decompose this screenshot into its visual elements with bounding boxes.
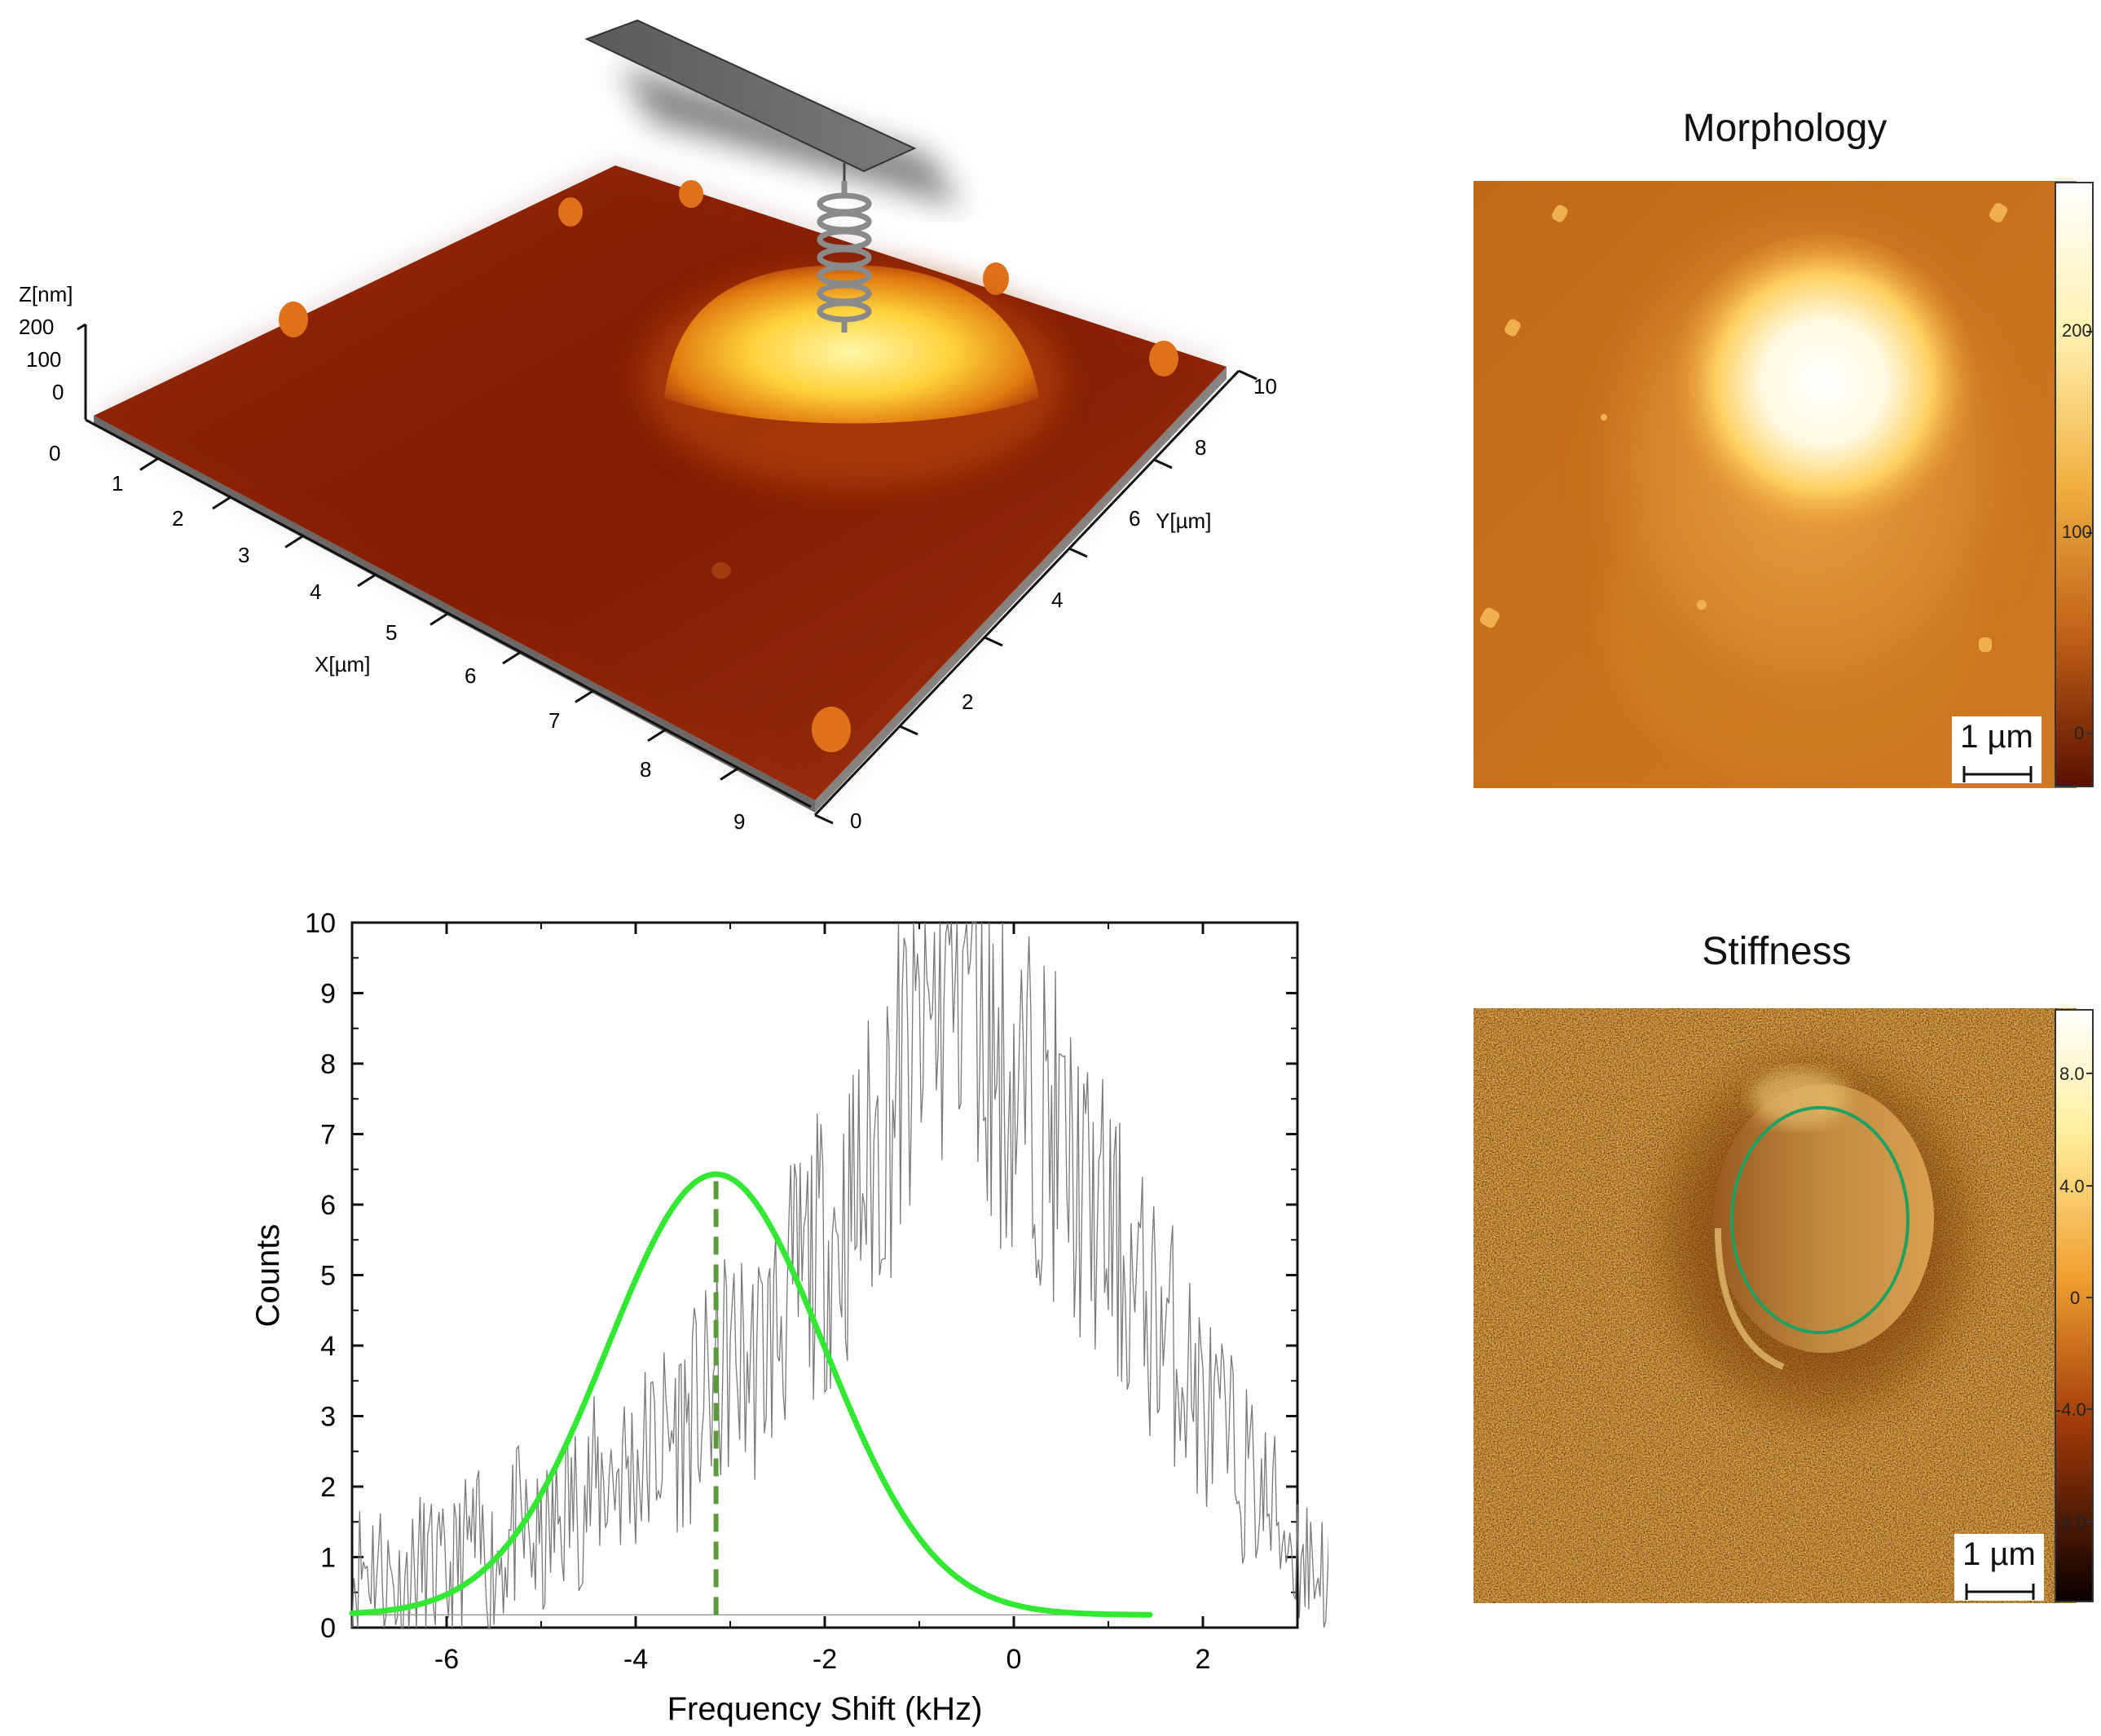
- z-tick-0: 0: [52, 380, 64, 404]
- z-tick-200: 200: [19, 315, 54, 339]
- spring-icon: [817, 181, 872, 333]
- x-tick-label: 2: [1196, 1644, 1211, 1675]
- y-tick-10: 10: [1253, 374, 1277, 399]
- y-axis-label: Y[µm]: [1156, 509, 1211, 533]
- morph-cb-tick-100: 100: [2062, 522, 2092, 542]
- y-tick-label: 1: [320, 1543, 336, 1574]
- x-ticks: -6 -4 -2 0 2: [351, 923, 1298, 1675]
- y-tick-mark: [1238, 369, 1258, 381]
- y-tick-4: 4: [1051, 588, 1063, 612]
- y-tick-label: 2: [320, 1472, 336, 1503]
- surface-particles: [279, 180, 1178, 752]
- x-tick-mark: [139, 457, 159, 471]
- y-tick-labels: 0 2 4 6 8 10: [850, 374, 1277, 833]
- stiff-cb-tick-m4: -4.0: [2055, 1399, 2086, 1420]
- stiff-cb-tick-0: 0: [2070, 1288, 2081, 1308]
- y-tick-mark: [899, 725, 918, 736]
- y-tick-label: 8: [320, 1049, 336, 1080]
- stiffness-ellipse-marker: [1730, 1106, 1909, 1334]
- x-tick-7: 7: [548, 708, 560, 733]
- x-tick-2: 2: [172, 506, 183, 531]
- stiff-cb-tick-m8: -8.0: [2055, 1512, 2086, 1532]
- chart-ylabel: Counts: [250, 1224, 286, 1328]
- gaussian-fit-curve: [349, 1171, 1153, 1618]
- stiffness-image: [1473, 1008, 2077, 1603]
- x-tick-labels: 1 2 3 4 5 6 7 8 9: [112, 471, 745, 834]
- x-tick-mark: [575, 690, 594, 703]
- frequency-shift-chart: 0 1 2 3 4 5 6 7 8 9 10 -6 -4 -2 0 2 Frequency Shift (k…: [250, 908, 1328, 1727]
- y-tick-6: 6: [1129, 506, 1140, 531]
- y-tick-mark: [1153, 458, 1173, 469]
- x-tick-9: 9: [733, 809, 745, 834]
- y-tick-label: 7: [320, 1120, 336, 1151]
- x-tick-label: 0: [1006, 1644, 1022, 1675]
- x-tick-mark: [720, 767, 739, 781]
- gaussian-fit-series: [349, 1171, 1153, 1618]
- x-tick-mark: [357, 573, 377, 588]
- stiffness-title: Stiffness: [1702, 930, 1852, 973]
- y-tick-0: 0: [850, 809, 861, 833]
- y-tick-label: 4: [320, 1331, 336, 1362]
- surface-side-right: [815, 367, 1227, 813]
- x-tick-6: 6: [465, 663, 476, 688]
- z-base-tick: 0: [49, 441, 60, 465]
- surface-3d-view: Z[nm] 200 100 0 0 1 2 3 4 5 6 7 8 9 X[µm…: [19, 19, 1277, 834]
- y-tick-8: 8: [1195, 435, 1206, 460]
- cantilever: [584, 19, 917, 173]
- x-tick-8: 8: [640, 757, 651, 782]
- morphology-colorbar: [2055, 182, 2094, 787]
- morph-cb-tick-0: 0: [2074, 723, 2085, 743]
- stiffness-cell: [1714, 1084, 1934, 1353]
- y-tick-mark: [814, 813, 834, 825]
- morphology-title: Morphology: [1682, 107, 1887, 150]
- morphology-dome: [1669, 234, 1979, 544]
- x-tick-marks: [139, 457, 739, 781]
- y-ticks: 0 1 2 3 4 5 6 7 8 9 10: [305, 908, 1297, 1644]
- stiffness-colorbar: [2055, 1009, 2094, 1602]
- x-tick-mark: [284, 535, 304, 549]
- y-tick-marks: [814, 369, 1258, 825]
- z-tick-100: 100: [26, 347, 61, 372]
- morph-cb-tick-200: 200: [2062, 320, 2092, 341]
- y-tick-mark: [1068, 547, 1088, 558]
- morphology-image: [1473, 181, 2077, 788]
- x-tick-mark: [212, 496, 231, 510]
- y-tick-label: 5: [320, 1261, 336, 1292]
- x-tick-3: 3: [238, 543, 249, 567]
- surface-dome: [664, 265, 1039, 424]
- stiffness-scalebar-label: 1 µm: [1962, 1536, 2036, 1572]
- x-tick-label: -4: [623, 1644, 648, 1675]
- y-tick-2: 2: [962, 690, 973, 714]
- morphology-scalebar-label: 1 µm: [1960, 719, 2033, 755]
- y-tick-mark: [984, 636, 1003, 647]
- y-tick-label: 3: [320, 1402, 336, 1433]
- y-tick-label: 6: [320, 1190, 336, 1221]
- stiff-cb-tick-4: 4.0: [2059, 1176, 2085, 1196]
- chart-plot-frame: [350, 921, 1299, 1629]
- y-tick-label: 9: [320, 979, 336, 1010]
- z-axis-label: Z[nm]: [19, 282, 73, 306]
- x-tick-label: -2: [813, 1644, 837, 1675]
- x-tick-mark: [647, 728, 667, 742]
- x-tick-1: 1: [112, 471, 123, 496]
- x-tick-label: -6: [434, 1644, 459, 1675]
- x-tick-mark: [502, 650, 522, 665]
- y-tick-label: 10: [305, 908, 336, 939]
- x-tick-mark: [429, 612, 449, 626]
- stiff-cb-tick-8: 8.0: [2059, 1064, 2085, 1084]
- y-tick-label: 0: [320, 1613, 336, 1644]
- morphology-particles: [1480, 203, 2008, 652]
- x-tick-5: 5: [385, 620, 397, 645]
- x-tick-4: 4: [310, 579, 321, 604]
- x-axis-label: X[µm]: [315, 652, 370, 676]
- chart-xlabel: Frequency Shift (kHz): [667, 1691, 983, 1727]
